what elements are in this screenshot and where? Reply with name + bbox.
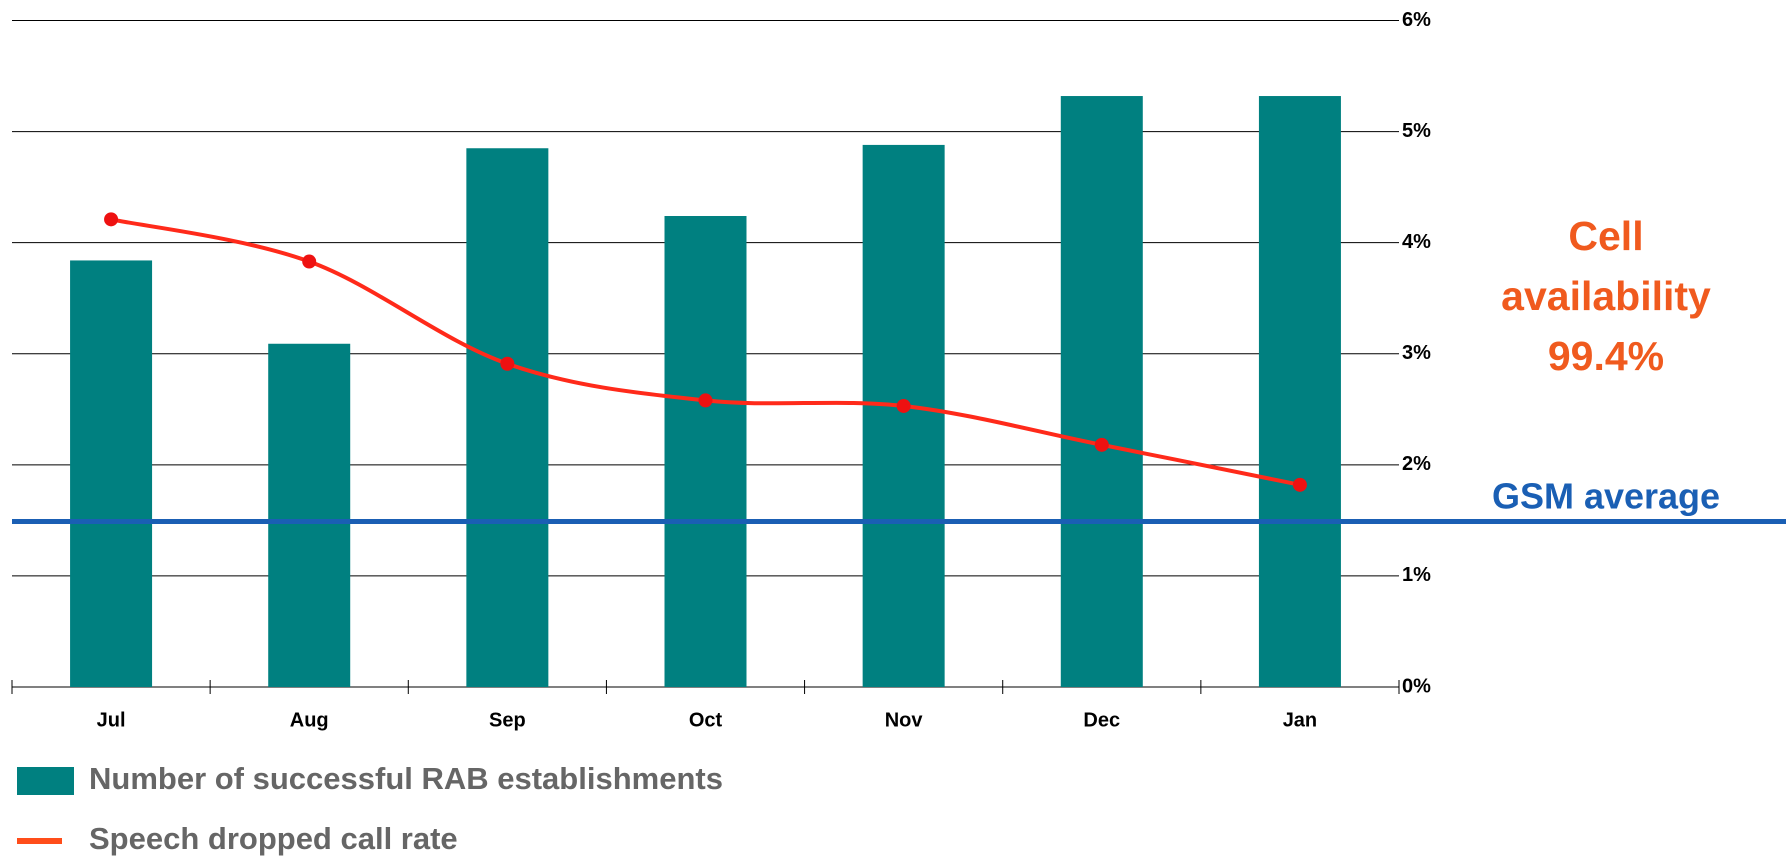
- line-marker: [302, 254, 317, 269]
- annotation: 99.4%: [1548, 333, 1664, 379]
- line-marker: [896, 398, 911, 413]
- annotation: availability: [1501, 273, 1711, 319]
- y-tick-label: 2%: [1402, 453, 1431, 475]
- x-tick-label: Dec: [1083, 709, 1120, 731]
- x-tick-label: Jan: [1283, 709, 1317, 731]
- legend-swatch: [17, 767, 74, 795]
- y-tick-label: 0%: [1402, 675, 1431, 697]
- line-marker: [1094, 437, 1109, 452]
- x-tick-label: Jul: [97, 709, 126, 731]
- line-marker: [104, 212, 119, 227]
- line-marker: [698, 393, 713, 408]
- line-marker: [500, 356, 515, 371]
- bar: [466, 148, 549, 687]
- y-tick-label: 5%: [1402, 120, 1431, 142]
- bar: [1060, 96, 1143, 687]
- bar: [70, 260, 153, 687]
- annotation: Cell: [1568, 213, 1643, 259]
- legend-label: Number of successful RAB establishments: [89, 761, 723, 796]
- legend-swatch: [17, 838, 62, 844]
- reference-label: GSM average: [1492, 476, 1720, 517]
- line-marker: [1292, 477, 1307, 492]
- x-tick-label: Oct: [689, 709, 723, 731]
- y-tick-label: 3%: [1402, 342, 1431, 364]
- y-tick-label: 6%: [1402, 9, 1431, 31]
- y-tick-label: 1%: [1402, 564, 1431, 586]
- bar: [862, 144, 945, 687]
- x-tick-label: Aug: [290, 709, 329, 731]
- y-tick-label: 4%: [1402, 231, 1431, 253]
- bar: [1258, 96, 1341, 687]
- legend-label: Speech dropped call rate: [89, 821, 458, 856]
- x-tick-label: Nov: [885, 709, 924, 731]
- bar: [268, 343, 351, 687]
- bar: [664, 216, 747, 688]
- x-tick-label: Sep: [489, 709, 526, 731]
